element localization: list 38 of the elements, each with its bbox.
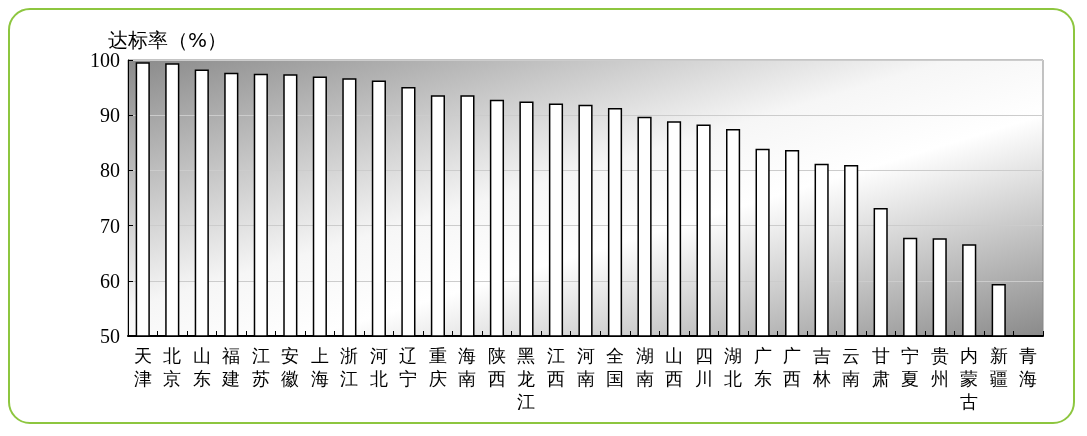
x-tick-label: 河北: [369, 345, 388, 389]
y-tick-label: 70: [100, 214, 120, 237]
x-tick-label: 海南: [458, 345, 477, 389]
x-tick-label: 四川: [694, 345, 713, 389]
x-tick-label: 安徽: [281, 345, 300, 389]
x-tick-label: 陕西: [487, 345, 506, 389]
x-tick-label: 湖南: [635, 345, 654, 389]
x-tick-label: 黑龙江: [517, 345, 536, 412]
x-tick-label: 湖北: [724, 345, 743, 389]
x-tick-label: 福建: [221, 345, 241, 389]
x-tick-label: 贵州: [930, 345, 949, 389]
x-tick-label: 浙江: [340, 345, 359, 389]
y-axis-title: 达标率（%）: [108, 28, 228, 52]
x-tick-label: 辽宁: [399, 345, 418, 389]
x-tick-label: 云南: [842, 345, 861, 389]
x-tick-label: 广西: [783, 345, 802, 389]
x-tick-label: 上海: [310, 345, 329, 389]
y-tick-label: 60: [100, 269, 120, 292]
x-tick-label: 新疆: [989, 345, 1008, 389]
x-tick-label: 内蒙古: [960, 345, 979, 412]
y-tick-label: 100: [90, 49, 120, 71]
x-tick-label: 江苏: [251, 345, 270, 389]
x-tick-label: 广东: [753, 345, 772, 389]
x-tick-label: 吉林: [811, 345, 831, 389]
x-tick-label: 重庆: [428, 345, 447, 389]
x-tick-label: 江西: [546, 345, 565, 389]
x-tick-label: 全国: [606, 345, 625, 389]
y-tick-label: 50: [100, 325, 120, 347]
x-tick-label: 天津: [133, 345, 152, 389]
x-tick-label: 河南: [576, 345, 595, 389]
x-tick-label: 山东: [192, 345, 211, 389]
y-tick-label: 90: [100, 104, 120, 127]
x-tick-label: 甘肃: [871, 345, 890, 389]
x-tick-label: 宁夏: [901, 345, 920, 389]
x-tick-label: 青海: [1019, 345, 1038, 389]
x-tick-label: 山西: [665, 345, 684, 389]
y-tick-label: 80: [100, 159, 120, 182]
x-tick-label: 北京: [163, 345, 182, 389]
